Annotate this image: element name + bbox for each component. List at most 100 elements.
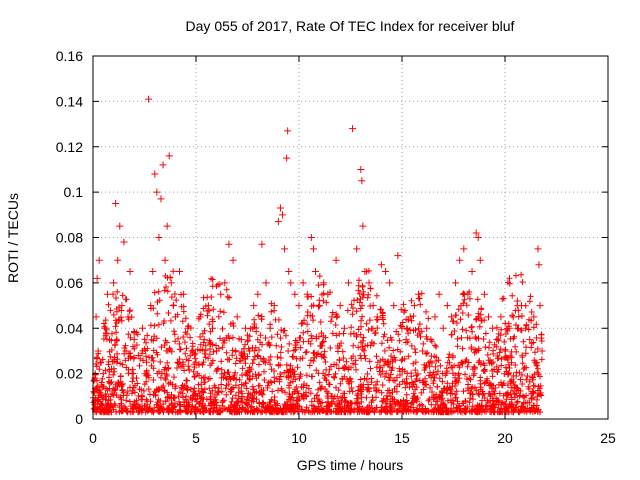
y-tick-label: 0 <box>75 411 83 427</box>
data-point <box>118 302 126 310</box>
data-point <box>406 313 414 321</box>
data-point <box>423 324 431 332</box>
data-point <box>390 302 398 310</box>
data-point <box>316 302 324 310</box>
data-point <box>493 336 501 344</box>
data-point <box>377 261 385 269</box>
data-point <box>369 302 377 310</box>
data-point <box>161 256 169 264</box>
data-point <box>126 268 134 276</box>
data-point <box>208 324 216 332</box>
data-point <box>165 152 173 160</box>
data-point <box>291 290 299 298</box>
data-point <box>501 347 509 355</box>
data-point <box>311 268 319 276</box>
data-point <box>157 195 165 203</box>
x-tick-label: 15 <box>394 430 410 446</box>
y-tick-label: 0.14 <box>56 93 83 109</box>
data-point <box>258 240 266 248</box>
data-point <box>287 279 295 287</box>
data-point <box>285 268 293 276</box>
data-point <box>419 347 427 355</box>
data-point <box>460 245 468 253</box>
data-point <box>284 127 292 135</box>
dense-band <box>90 267 545 416</box>
data-point <box>468 268 476 276</box>
data-point <box>509 313 517 321</box>
data-point <box>155 234 163 241</box>
y-tick-labels: 0 0.02 0.04 0.06 0.08 0.1 0.12 0.14 0.16 <box>56 48 83 427</box>
data-point <box>535 261 543 269</box>
data-point <box>110 279 118 287</box>
data-point <box>250 302 258 310</box>
data-point <box>513 297 521 305</box>
data-point <box>138 324 146 332</box>
data-point <box>358 177 366 185</box>
data-point <box>476 256 484 264</box>
data-point <box>398 324 406 332</box>
data-point <box>474 234 482 241</box>
data-point <box>159 161 167 169</box>
data-point <box>295 302 303 310</box>
data-point <box>472 229 480 237</box>
data-point <box>505 324 513 332</box>
data-point <box>241 324 249 332</box>
data-point <box>192 358 200 366</box>
y-tick-label: 0.06 <box>56 275 83 291</box>
data-point <box>108 365 116 373</box>
data-point <box>92 313 100 321</box>
data-point <box>443 302 451 310</box>
data-point <box>332 256 340 264</box>
data-point <box>410 302 418 310</box>
data-point <box>373 313 381 321</box>
data-point <box>414 290 422 298</box>
data-point <box>180 290 188 298</box>
data-point <box>336 302 344 310</box>
data-point <box>188 347 196 355</box>
y-tick-label: 0.12 <box>56 139 83 155</box>
data-point <box>229 256 237 264</box>
data-point <box>130 336 138 344</box>
data-point <box>431 313 439 321</box>
data-point <box>204 302 212 310</box>
data-point <box>435 290 443 298</box>
data-point <box>225 240 233 248</box>
grid-lines <box>93 56 608 419</box>
data-point <box>262 279 270 287</box>
data-point <box>169 302 177 310</box>
data-point <box>530 313 538 321</box>
data-point <box>124 313 132 321</box>
data-point <box>365 279 373 287</box>
data-point <box>299 279 307 287</box>
data-point <box>101 324 109 332</box>
data-point <box>447 313 455 321</box>
y-tick-label: 0.16 <box>56 48 83 64</box>
data-point <box>361 268 369 276</box>
data-point <box>270 302 278 310</box>
data-point <box>276 204 284 212</box>
y-axis-label: ROTI / TECUs <box>5 193 21 283</box>
data-point <box>382 268 390 276</box>
data-point <box>167 279 175 287</box>
plot-frame <box>92 55 609 420</box>
data-point <box>283 154 291 162</box>
data-points <box>90 95 546 396</box>
data-point <box>93 274 101 282</box>
x-tick-label: 5 <box>192 430 200 446</box>
x-tick-label: 20 <box>497 430 513 446</box>
data-point <box>114 256 122 264</box>
data-point <box>386 279 394 287</box>
data-point <box>176 268 184 276</box>
data-point <box>171 313 179 321</box>
x-axis-label: GPS time / hours <box>297 457 404 473</box>
y-tick-label: 0.04 <box>56 320 83 336</box>
data-point <box>349 125 357 133</box>
data-point <box>359 222 367 230</box>
x-tick-label: 0 <box>89 430 97 446</box>
data-point <box>517 302 525 310</box>
data-point <box>402 336 410 344</box>
data-point <box>99 370 107 378</box>
y-tick-label: 0.1 <box>64 184 84 200</box>
data-point <box>340 324 348 332</box>
data-point <box>163 222 171 230</box>
